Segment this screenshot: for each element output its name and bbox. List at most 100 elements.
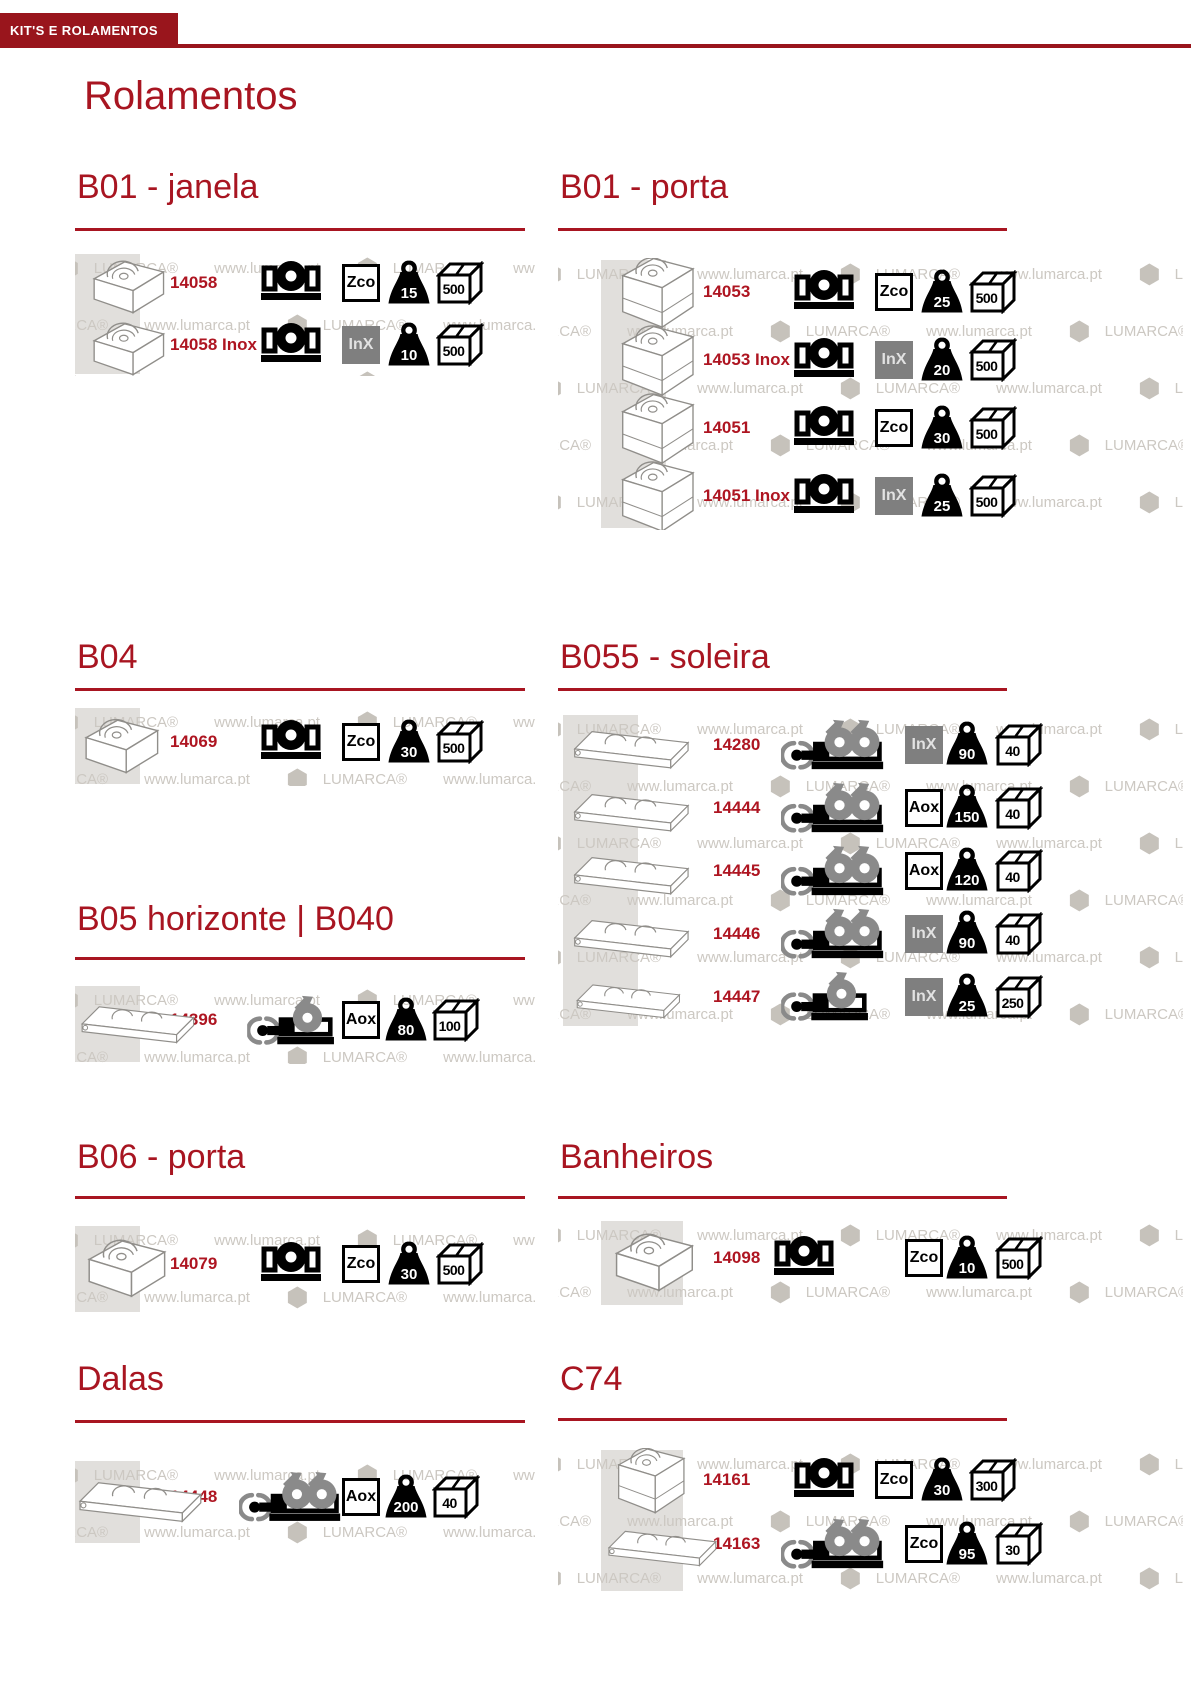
weight-icon: 20	[921, 337, 963, 384]
pack-quantity: 40	[442, 1495, 457, 1511]
pack-quantity: 500	[442, 281, 465, 297]
package-box-icon: 300	[969, 1458, 1017, 1502]
weight-icon: 25	[946, 973, 988, 1020]
product-image	[558, 713, 713, 776]
weight-icon: 30	[921, 1457, 963, 1504]
section-title: Banheiros	[560, 1138, 714, 1176]
pack-quantity: 250	[1001, 994, 1024, 1011]
section-title: C74	[560, 1360, 623, 1398]
package-box-icon: 40	[995, 723, 1043, 767]
material-badge: Aox	[342, 1478, 380, 1516]
section-underline	[75, 688, 525, 691]
product-image	[558, 965, 713, 1028]
weight-icon: 90	[946, 910, 988, 957]
product-image	[558, 1219, 713, 1297]
material-badge: InX	[875, 341, 913, 379]
product-image	[75, 984, 170, 1056]
product-code: 14058	[170, 273, 218, 292]
weight-icon: 150	[946, 784, 988, 831]
adjustable-tandem-roller-icon	[781, 1517, 905, 1571]
package-box-icon: 40	[995, 849, 1043, 893]
package-box-icon: 500	[436, 261, 484, 305]
header-rule	[0, 44, 1191, 48]
weight-icon: 200	[385, 1474, 427, 1521]
product-code: 14051 Inox	[703, 486, 790, 505]
product-row: 14280 InX 90 40	[558, 713, 1183, 776]
adjustable-single-roller-icon	[781, 970, 905, 1023]
product-image	[558, 326, 703, 394]
package-box-icon: 500	[969, 338, 1017, 382]
weight-value: 90	[958, 746, 976, 763]
weight-value: 10	[958, 1259, 976, 1277]
weight-icon: 10	[946, 1235, 988, 1282]
package-box-icon: 500	[969, 270, 1017, 314]
section-underline	[558, 1418, 1007, 1421]
package-box-icon: 40	[432, 1475, 480, 1519]
pack-quantity: 500	[442, 1262, 465, 1278]
product-image	[558, 1512, 713, 1576]
weight-value: 200	[393, 1498, 419, 1516]
package-box-icon: 500	[436, 323, 484, 367]
product-row: 14058 Inox InX 10 500	[75, 314, 535, 376]
adjustable-tandem-roller-icon	[781, 907, 905, 961]
fixed-roller-icon	[793, 269, 875, 315]
pack-quantity: 500	[1001, 1256, 1024, 1272]
product-image	[75, 252, 170, 314]
weight-icon: 30	[388, 719, 430, 766]
fixed-roller-icon	[260, 322, 342, 368]
product-code: 14058 Inox	[170, 335, 257, 354]
product-image	[558, 258, 703, 326]
package-box-icon: 500	[436, 720, 484, 764]
package-box-icon: 500	[995, 1236, 1043, 1280]
pack-quantity: 500	[442, 343, 465, 359]
fixed-roller-icon	[773, 1235, 905, 1281]
package-box-icon: 40	[995, 786, 1043, 830]
section-underline	[558, 688, 1007, 691]
product-row: 14051 Inox InX 25 500	[558, 462, 1183, 530]
product-image	[75, 314, 170, 376]
product-image	[558, 902, 713, 965]
weight-value: 30	[400, 743, 418, 761]
weight-value: 20	[933, 361, 951, 379]
product-row: 14053 Inox InX 20 500	[558, 326, 1183, 394]
material-badge: Aox	[905, 788, 943, 827]
product-row: 14447 InX 25 250	[558, 965, 1183, 1028]
pack-quantity: 40	[1005, 868, 1020, 885]
product-code: 14051	[703, 418, 751, 437]
package-box-icon: 500	[436, 1242, 484, 1286]
pack-quantity: 40	[1005, 805, 1020, 822]
material-badge: Zco	[342, 264, 380, 302]
weight-value: 95	[958, 1545, 976, 1563]
pack-quantity: 500	[975, 426, 998, 442]
weight-value: 10	[400, 346, 418, 364]
section-title: B04	[77, 638, 138, 676]
product-code: 14079	[170, 1254, 218, 1273]
weight-value: 25	[933, 497, 951, 515]
material-badge: Zco	[875, 409, 913, 447]
pack-quantity: 500	[975, 358, 998, 374]
fixed-roller-icon	[793, 405, 875, 451]
weight-icon: 80	[385, 997, 427, 1044]
weight-icon: 90	[946, 721, 988, 768]
adjustable-tandem-roller-icon	[247, 1470, 342, 1524]
material-badge: InX	[905, 977, 943, 1016]
fixed-roller-icon	[793, 337, 875, 383]
adjustable-tandem-roller-icon	[781, 844, 905, 898]
package-box-icon: 500	[969, 406, 1017, 450]
section-title: B055 - soleira	[560, 638, 770, 676]
product-code: 14053	[703, 282, 751, 301]
weight-icon: 25	[921, 269, 963, 316]
section-title: B01 - porta	[560, 168, 729, 206]
material-badge: Aox	[905, 851, 943, 890]
product-code: 14447	[713, 986, 761, 1006]
material-badge: Zco	[342, 1245, 380, 1283]
fixed-roller-icon	[260, 1241, 342, 1287]
product-code: 14053 Inox	[703, 350, 790, 369]
weight-value: 30	[933, 1481, 951, 1499]
product-code: 14163	[713, 1534, 761, 1553]
material-badge: InX	[905, 914, 943, 953]
product-code: 14445	[713, 860, 761, 880]
product-row: 14444 Aox 150 40	[558, 776, 1183, 839]
section-underline	[558, 228, 1007, 231]
section-title: B01 - janela	[77, 168, 259, 206]
